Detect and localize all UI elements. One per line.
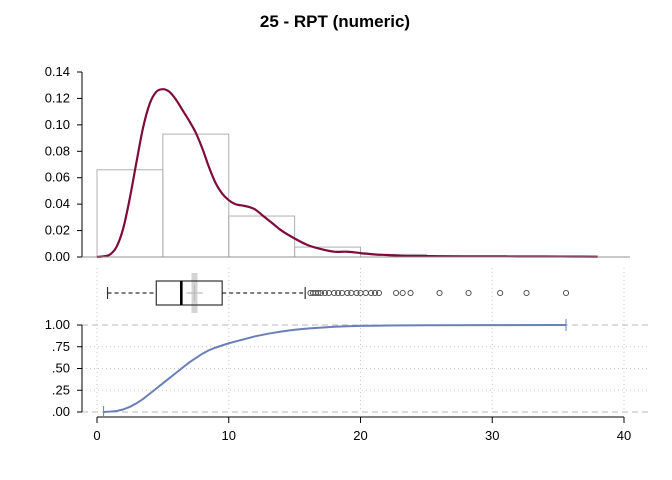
x-tick-label-1: 10 xyxy=(222,428,236,443)
box-outlier-24 xyxy=(523,289,530,297)
x-tick-label-0: 0 xyxy=(93,428,100,443)
box-outlier-5 xyxy=(321,289,328,297)
box-outlier-22 xyxy=(465,289,472,297)
grid-lines xyxy=(82,268,648,413)
x-tick-label-2: 20 xyxy=(353,428,367,443)
chart-title: 25 - RPT (numeric) xyxy=(260,12,410,31)
ecdf-y-tick-label-3: .75 xyxy=(52,339,70,354)
top-y-tick-label-4: 0.08 xyxy=(45,143,70,158)
x-tick-label-3: 30 xyxy=(485,428,499,443)
box-outlier-12 xyxy=(353,289,360,297)
box-outlier-3 xyxy=(315,289,322,297)
top-y-tick-label-6: 0.12 xyxy=(45,90,70,105)
top-y-tick-label-2: 0.04 xyxy=(45,196,70,211)
box-outlier-11 xyxy=(348,289,355,297)
ecdf-y-tick-label-0: .00 xyxy=(52,404,70,419)
box-outlier-4 xyxy=(317,289,325,297)
boxplot xyxy=(106,273,570,313)
box-outlier-15 xyxy=(367,289,375,297)
density-curve xyxy=(96,88,598,259)
box-outlier-14 xyxy=(362,289,369,297)
box-iqr xyxy=(155,280,223,306)
density-layer xyxy=(96,88,598,259)
ecdf-layer xyxy=(103,319,567,416)
axes: 0.00 0.02 0.04 0.06 0.08 0.10 0.12 0.14 .00 .25 .5… xyxy=(45,64,632,443)
box-outlier-10 xyxy=(344,289,351,297)
ecdf-y-tick-label-4: 1.00 xyxy=(45,317,70,332)
box-outlier-21 xyxy=(436,289,443,297)
top-y-tick-label-1: 0.02 xyxy=(45,223,70,238)
top-y-tick-label-7: 0.14 xyxy=(45,64,70,79)
top-y-tick-label-5: 0.10 xyxy=(45,117,70,132)
box-outlier-9 xyxy=(339,289,346,297)
top-y-tick-label-0: 0.00 xyxy=(45,249,70,264)
hist-bar-1 xyxy=(162,133,230,258)
top-y-tick-label-3: 0.06 xyxy=(45,170,70,185)
ecdf-curve xyxy=(103,324,567,413)
box-outlier-19 xyxy=(399,289,406,297)
box-outlier-18 xyxy=(393,289,400,297)
histogram xyxy=(96,133,427,258)
box-outlier-6 xyxy=(325,289,332,297)
ecdf-y-tick-label-1: .25 xyxy=(52,382,70,397)
box-outlier-23 xyxy=(497,289,504,297)
x-tick-label-4: 40 xyxy=(617,428,631,443)
box-outlier-25 xyxy=(562,289,570,297)
ecdf-y-tick-label-2: .50 xyxy=(52,361,70,376)
box-outlier-8 xyxy=(335,289,342,297)
box-outlier-20 xyxy=(407,289,414,297)
box-outlier-16 xyxy=(371,289,379,297)
box-outlier-17 xyxy=(375,289,382,297)
box-outlier-7 xyxy=(331,289,338,297)
hist-bar-0 xyxy=(96,169,164,258)
hist-bar-2 xyxy=(228,215,296,258)
